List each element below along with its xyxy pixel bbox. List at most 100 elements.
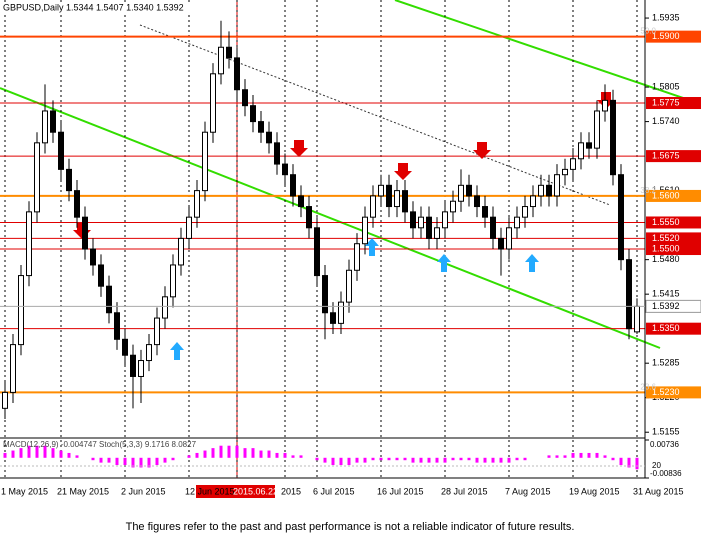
candle-body: [522, 206, 528, 218]
candle-body: [98, 264, 104, 287]
candle-body: [418, 216, 424, 229]
x-tick-label: 19 Aug 2015: [569, 486, 620, 496]
macd-bar: [387, 457, 391, 461]
level-label: 1.5230: [652, 387, 680, 397]
macd-bar: [139, 457, 143, 468]
y-tick-label: 1.5155: [652, 427, 680, 437]
candle-body: [218, 46, 224, 75]
level-label-box: [646, 30, 701, 43]
macd-bar: [107, 457, 111, 463]
x-tick-label: 2015.06.22 00:00: [233, 486, 303, 496]
level-label: 1.5675: [652, 150, 680, 160]
level-label: 1.5350: [652, 323, 680, 333]
candle-body: [186, 216, 192, 239]
candle-body: [82, 216, 88, 250]
macd-bar: [451, 457, 455, 461]
macd-bar: [331, 457, 335, 466]
candle-body: [570, 158, 576, 170]
macd-bar: [467, 457, 471, 461]
macd-bar: [283, 452, 287, 458]
level-label-box: [646, 189, 701, 202]
level-label: 1.5500: [652, 243, 680, 253]
candle-body: [130, 354, 136, 377]
macd-bar: [227, 445, 231, 458]
macd-bar: [587, 452, 591, 458]
candle-body: [554, 174, 560, 197]
candle-body: [114, 312, 120, 340]
fib-label: 23.6: [640, 383, 656, 392]
macd-bar: [299, 455, 303, 458]
y-tick-label: 1.5415: [652, 289, 680, 299]
up-arrow: [525, 254, 539, 272]
candle-body: [322, 275, 328, 314]
macd-bar: [115, 457, 119, 466]
candle-body: [10, 344, 16, 393]
macd-bar: [507, 457, 511, 463]
stoch-level-label: 20: [652, 461, 661, 470]
candle-body: [394, 190, 400, 208]
level-label-box: [646, 97, 701, 110]
candle-body: [194, 190, 200, 218]
cursor-label-box: [196, 485, 275, 498]
x-tick-label: 28 Jul 2015: [441, 486, 488, 496]
macd-bar: [563, 455, 567, 458]
candle-body: [434, 227, 440, 239]
macd-bar: [619, 457, 623, 466]
macd-bar: [347, 457, 351, 466]
macd-bar: [75, 455, 79, 458]
indicator-title: MACD(12,26,9) -0.004747 Stoch(5,3,3) 9.1…: [3, 440, 197, 449]
x-tick-label: 1 May 2015: [1, 486, 48, 496]
macd-bar: [267, 450, 271, 458]
macd-bar: [203, 450, 207, 458]
macd-bar: [3, 452, 7, 458]
macd-bar: [323, 457, 327, 463]
macd-bar: [635, 457, 639, 470]
current-price-label: 1.5392: [652, 301, 680, 311]
macd-bar: [419, 457, 423, 463]
candle-body: [482, 206, 488, 218]
macd-bar: [515, 457, 519, 461]
down-arrow: [290, 140, 308, 157]
candle-body: [258, 121, 264, 133]
macd-bar: [611, 457, 615, 461]
candle-body: [602, 99, 608, 112]
candle-body: [122, 338, 128, 356]
macd-bar: [459, 457, 463, 461]
candle-body: [386, 184, 392, 208]
candle-body: [66, 168, 72, 192]
candle-body: [306, 206, 312, 229]
macd-bar: [59, 450, 63, 458]
level-label: 1.5600: [652, 190, 680, 200]
candle-body: [138, 360, 144, 377]
macd-bar: [219, 445, 223, 458]
macd-bar: [259, 450, 263, 458]
candle-body: [146, 344, 152, 362]
candle-body: [170, 264, 176, 298]
macd-bar: [163, 457, 167, 463]
macd-bar: [435, 457, 439, 463]
x-tick-label: 16 Jul 2015: [377, 486, 424, 496]
macd-bar: [11, 450, 15, 458]
chart-title: GBPUSD,Daily 1.5344 1.5407 1.5340 1.5392: [3, 2, 184, 12]
macd-bar: [123, 457, 127, 466]
macd-bar: [211, 448, 215, 458]
y-tick-label: 0.00736: [650, 440, 679, 449]
level-label-box: [646, 150, 701, 163]
level-label: 1.5900: [652, 31, 680, 41]
candle-body: [578, 142, 584, 160]
candle-body: [338, 301, 344, 324]
candle-body: [18, 275, 24, 346]
candle-body: [290, 174, 296, 197]
candle-body: [74, 190, 80, 218]
level-label-box: [646, 322, 701, 335]
macd-bar: [443, 457, 447, 463]
candle-body: [362, 216, 368, 245]
macd-bar: [555, 455, 559, 458]
macd-bar: [99, 457, 103, 463]
x-tick-label: 2015: [281, 486, 301, 496]
down-arrow: [394, 163, 412, 180]
current-price-box: [645, 299, 701, 313]
macd-bar: [131, 457, 135, 468]
macd-bar: [291, 455, 295, 458]
